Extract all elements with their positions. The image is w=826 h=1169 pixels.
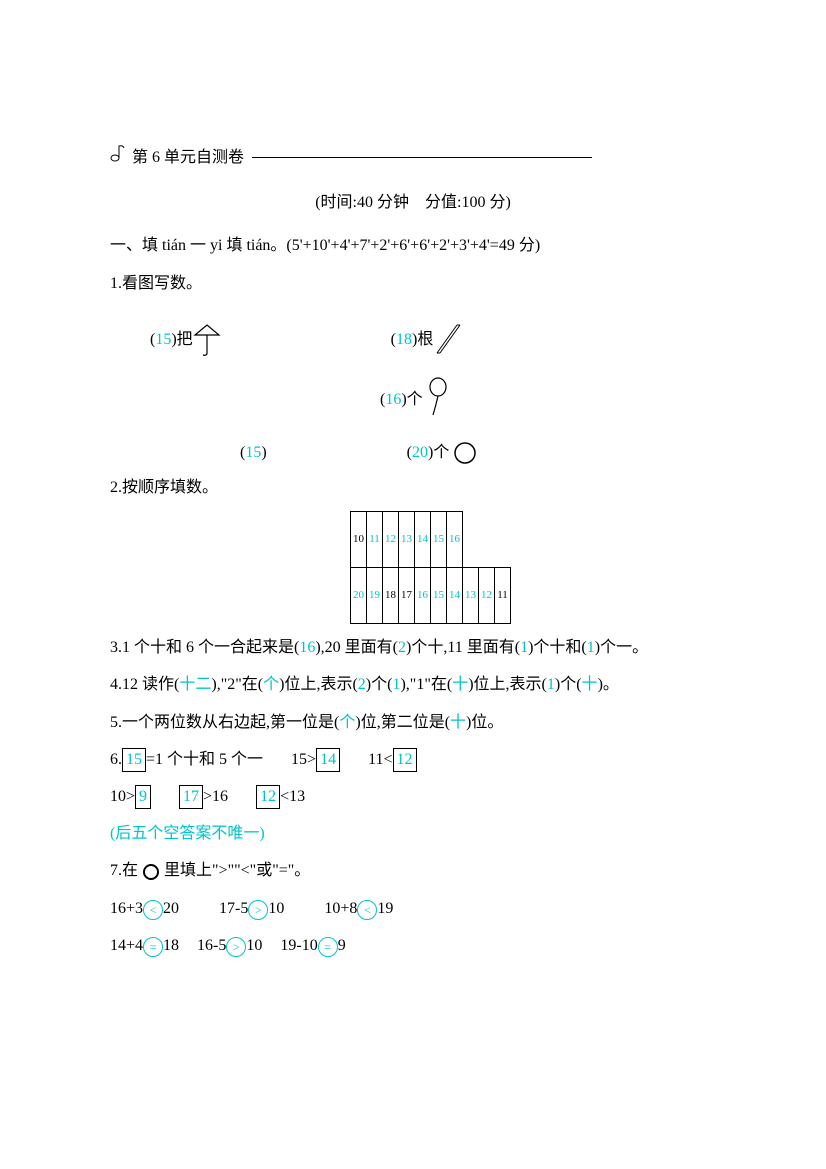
q6-p6-box: 12 — [256, 785, 280, 809]
blank-circle-icon — [142, 854, 160, 889]
q2-r2c8: 12 — [479, 568, 495, 624]
title-row: 第 6 单元自测卷 — [110, 140, 716, 175]
q6-p4-box: 9 — [135, 785, 151, 809]
section1-header: 一、填 tián 一 yi 填 tián。(5'+10'+4'+7'+2'+6'… — [110, 228, 716, 263]
q2-r1c1: 11 — [367, 512, 383, 568]
q6-row1: 6.15=1 个十和 5 个一 15>14 11<12 — [110, 742, 716, 777]
q3-a1: 16 — [299, 639, 315, 656]
q2-r1c6: 16 — [447, 512, 463, 568]
q4-a2: 个 — [263, 676, 279, 693]
q4: 4.12 读作(十二),"2"在(个)位上,表示(2)个(1),"1"在(十)位… — [110, 667, 716, 702]
q6-p4: 10>9 — [110, 779, 151, 814]
q1-row2: (16)个 — [380, 377, 716, 417]
q6-p1-box: 15 — [122, 748, 146, 772]
q2-r2c3: 17 — [399, 568, 415, 624]
q7-a3: = — [143, 937, 163, 957]
subtitle: (时间:40 分钟 分值:100 分) — [110, 185, 716, 220]
q1-a3: 16 — [385, 391, 401, 408]
q1-u5: 个 — [433, 444, 449, 461]
q6-p3: 11<12 — [368, 742, 416, 777]
q3-a4: 1 — [587, 639, 595, 656]
title-underline — [252, 157, 592, 158]
q6-p3-box: 12 — [393, 748, 417, 772]
q2-r1c4: 14 — [415, 512, 431, 568]
q7-i0: 16+3<20 — [110, 891, 179, 926]
q6-p2: 15>14 — [291, 742, 340, 777]
q2-label: 2.按顺序填数。 — [110, 470, 716, 505]
q2-r2c4: 16 — [415, 568, 431, 624]
q7-i5: 19-10=9 — [280, 928, 345, 963]
q7-a4: > — [226, 937, 246, 957]
q4-a3: 2 — [358, 676, 366, 693]
q2-r2c6: 14 — [447, 568, 463, 624]
q1-item4: (15) — [240, 435, 267, 470]
q4-a7: 十 — [582, 676, 598, 693]
q2-r2c9: 11 — [495, 568, 511, 624]
balloon-icon — [427, 377, 449, 417]
q6-p5: 17>16 — [179, 779, 228, 814]
q3: 3.1 个十和 6 个一合起来是(16),20 里面有(2)个十,11 里面有(… — [110, 630, 716, 665]
q1-a5: 20 — [412, 444, 428, 461]
q1-a2: 18 — [396, 322, 412, 357]
q1-item-umbrella: (15)把 — [150, 322, 221, 357]
q6-row2: 10>9 17>16 12<13 — [110, 779, 716, 814]
q2-r1c2: 12 — [383, 512, 399, 568]
q1-u3: 个 — [407, 391, 423, 408]
q3-a3: 1 — [520, 639, 528, 656]
q7-row2: 14+4=18 16-5>10 19-10=9 — [110, 928, 716, 963]
q4-a1: 十二 — [179, 676, 211, 693]
q7-i3: 14+4=18 — [110, 928, 179, 963]
q2-r2c2: 18 — [383, 568, 399, 624]
q5-a2: 十 — [450, 714, 466, 731]
q2-r1c3: 13 — [399, 512, 415, 568]
q7-label: 7.在 里填上">""<"或"="。 — [110, 853, 716, 889]
q5: 5.一个两位数从右边起,第一位是(个)位,第二位是(十)位。 — [110, 705, 716, 740]
q7-i1: 17-5>10 — [219, 891, 284, 926]
q6-p5-box: 17 — [179, 785, 203, 809]
q7-i4: 16-5>10 — [197, 928, 262, 963]
q7-a2: < — [357, 900, 377, 920]
q2-r2c5: 15 — [431, 568, 447, 624]
q1-item-stick: (18)根 — [391, 321, 464, 357]
q1-u2: 根 — [417, 322, 433, 357]
q7-a1: > — [248, 900, 268, 920]
q2-row2: 20 19 18 17 16 15 14 13 12 11 — [351, 568, 511, 624]
q2-table: 10 11 12 13 14 15 16 20 19 18 17 16 15 1… — [350, 511, 716, 624]
q2-r2c7: 13 — [463, 568, 479, 624]
q2-r2c0: 20 — [351, 568, 367, 624]
q1-row1: (15)把 (18)根 — [150, 321, 716, 357]
circle-icon — [453, 441, 477, 465]
q1-item5: (20)个 — [407, 435, 478, 470]
page-title: 第 6 单元自测卷 — [132, 140, 244, 175]
q1-label: 1.看图写数。 — [110, 266, 716, 301]
stick-icon — [433, 321, 463, 357]
q7-a5: = — [318, 937, 338, 957]
q1-a4: 15 — [245, 444, 261, 461]
q5-a1: 个 — [339, 714, 355, 731]
q6-p2-box: 14 — [316, 748, 340, 772]
q2-row1: 10 11 12 13 14 15 16 — [351, 512, 511, 568]
q6-note: (后五个空答案不唯一) — [110, 816, 716, 851]
q2-r2c1: 19 — [367, 568, 383, 624]
q7-i2: 10+8<19 — [324, 891, 393, 926]
music-note-icon — [110, 140, 126, 175]
q1-u1: 把 — [177, 322, 193, 357]
q6-p6: 12<13 — [256, 779, 305, 814]
q3-a2: 2 — [398, 639, 406, 656]
q4-a6: 1 — [547, 676, 555, 693]
q6-p1: 6.15=1 个十和 5 个一 — [110, 742, 263, 777]
q4-a5: 十 — [452, 676, 468, 693]
q2-r1c5: 15 — [431, 512, 447, 568]
q7-a0: < — [143, 900, 163, 920]
q1-a1: 15 — [155, 322, 171, 357]
q7-row1: 16+3<20 17-5>10 10+8<19 — [110, 891, 716, 926]
q2-r1c0: 10 — [351, 512, 367, 568]
umbrella-icon — [193, 323, 221, 357]
q1-row3: (15) (20)个 — [240, 435, 716, 470]
